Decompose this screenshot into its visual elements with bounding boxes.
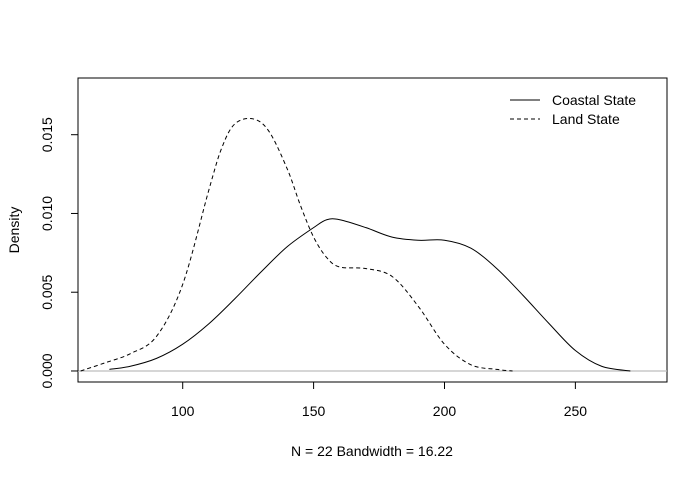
x-tick-label: 200 — [433, 403, 457, 419]
x-axis: 100 150 200 250 — [171, 381, 588, 419]
x-tick-label: 100 — [171, 403, 195, 419]
legend-label-land-state: Land State — [552, 111, 620, 127]
y-tick-label: 0.015 — [39, 117, 55, 152]
y-axis: 0.000 0.005 0.010 0.015 — [39, 117, 79, 388]
y-tick-label: 0.005 — [39, 274, 55, 309]
series-line-land-state — [80, 117, 513, 372]
y-tick-label: 0.010 — [39, 196, 55, 231]
series-line-coastal-state — [109, 218, 631, 372]
y-axis-label: Density — [6, 207, 22, 254]
x-tick-label: 250 — [564, 403, 588, 419]
x-tick-label: 150 — [302, 403, 326, 419]
x-axis-label: N = 22 Bandwidth = 16.22 — [291, 443, 453, 459]
y-tick-label: 0.000 — [39, 353, 55, 388]
legend-label-coastal-state: Coastal State — [552, 92, 636, 108]
legend: Coastal State Land State — [510, 92, 636, 127]
